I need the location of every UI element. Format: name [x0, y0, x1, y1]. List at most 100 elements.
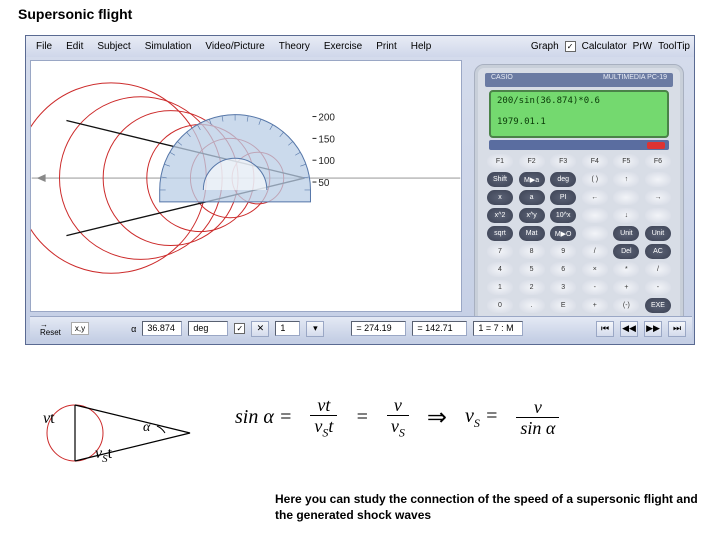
calc-key[interactable]: +: [582, 298, 608, 313]
calc-key[interactable]: 6: [550, 262, 576, 277]
calc-key[interactable]: -: [582, 280, 608, 295]
calc-key[interactable]: F2: [519, 154, 545, 169]
calc-brand: CASIO MULTIMEDIA PC-19: [485, 73, 673, 87]
calc-key[interactable]: (-): [613, 298, 639, 313]
check1[interactable]: ✓: [234, 323, 245, 334]
calc-key[interactable]: ↓: [613, 208, 639, 223]
calc-key[interactable]: ↑: [613, 172, 639, 187]
calc-key[interactable]: [645, 172, 671, 187]
calc-key[interactable]: 9: [550, 244, 576, 259]
calc-key[interactable]: [582, 208, 608, 223]
calc-key[interactable]: 1: [487, 280, 513, 295]
calc-key[interactable]: EXE: [645, 298, 671, 313]
calc-keypad: F1 F2 F3 F4 F5 F6 Shift M▶a deg ( ) ↑ xa PI ← → x^2 x^y 1…: [487, 154, 671, 313]
calc-key[interactable]: /: [582, 244, 608, 259]
calc-key[interactable]: 3: [550, 280, 576, 295]
calc-key[interactable]: ×: [582, 262, 608, 277]
calc-key[interactable]: PI: [550, 190, 576, 205]
calc-key[interactable]: sqrt: [487, 226, 513, 241]
val2-field: = 142.71: [412, 321, 467, 336]
calc-key[interactable]: →: [645, 190, 671, 205]
calc-brand-left: CASIO: [491, 74, 513, 86]
calc-key[interactable]: 2: [519, 280, 545, 295]
calc-key[interactable]: M▶O: [550, 226, 576, 241]
calc-key[interactable]: Del: [613, 244, 639, 259]
calc-key[interactable]: 4: [487, 262, 513, 277]
calc-key[interactable]: ( ): [582, 172, 608, 187]
calc-key[interactable]: F6: [645, 154, 671, 169]
media-button[interactable]: ⏮: [596, 321, 614, 337]
calc-key[interactable]: F5: [613, 154, 639, 169]
app-window: FileEditSubjectSimulationVideo/PictureTh…: [25, 35, 695, 345]
calc-key[interactable]: 7: [487, 244, 513, 259]
step-field[interactable]: 1: [275, 321, 300, 336]
calc-key[interactable]: 8: [519, 244, 545, 259]
step-down[interactable]: ▾: [306, 321, 324, 337]
simulation-canvas: 20015010050: [30, 60, 462, 312]
calc-key[interactable]: F3: [550, 154, 576, 169]
calc-off-button[interactable]: [647, 142, 665, 149]
calc-key[interactable]: E: [550, 298, 576, 313]
unit-field[interactable]: deg: [188, 321, 228, 336]
calc-key[interactable]: 5: [519, 262, 545, 277]
calc-key[interactable]: 0: [487, 298, 513, 313]
clear-btn[interactable]: ✕: [251, 321, 269, 337]
calc-key[interactable]: -: [645, 280, 671, 295]
equations-area: νt vSt α sin α = vtvSt = vvS ⇒ vS = vsin…: [25, 360, 695, 475]
calc-key[interactable]: [613, 190, 639, 205]
menu-item[interactable]: Help: [405, 39, 438, 54]
menu-item[interactable]: Edit: [60, 39, 89, 54]
calc-key[interactable]: Unit: [645, 226, 671, 241]
calc-key[interactable]: x^2: [487, 208, 513, 223]
calculator-label[interactable]: Calculator: [582, 41, 627, 52]
calc-key[interactable]: a: [519, 190, 545, 205]
calc-bluebar: [489, 140, 669, 150]
menu-item[interactable]: File: [30, 39, 58, 54]
calc-key[interactable]: ←: [582, 190, 608, 205]
svg-text:α: α: [143, 420, 151, 435]
menubar: FileEditSubjectSimulationVideo/PictureTh…: [26, 36, 694, 57]
graph-label[interactable]: Graph: [531, 41, 559, 52]
svg-text:vSt: vSt: [95, 445, 113, 463]
calc-key[interactable]: Shift: [487, 172, 513, 187]
prw-label[interactable]: PrW: [633, 41, 652, 52]
calc-key[interactable]: [582, 226, 608, 241]
calc-key[interactable]: Unit: [613, 226, 639, 241]
calc-key[interactable]: /: [645, 262, 671, 277]
calc-key[interactable]: F4: [582, 154, 608, 169]
calculator-widget: CASIO MULTIMEDIA PC-19 200/sin(36.874)*0…: [474, 64, 684, 336]
menu-item[interactable]: Simulation: [139, 39, 198, 54]
formula-sina: sin α = vtvSt = vvS ⇒ vS = vsin α: [235, 395, 559, 440]
menu-item[interactable]: Print: [370, 39, 403, 54]
reset-control[interactable]: →Reset: [36, 321, 65, 337]
calc-key[interactable]: F1: [487, 154, 513, 169]
calc-key[interactable]: x^y: [519, 208, 545, 223]
calc-key[interactable]: 10^x: [550, 208, 576, 223]
svg-text:100: 100: [318, 156, 335, 167]
calc-key[interactable]: .: [519, 298, 545, 313]
calc-key[interactable]: x: [487, 190, 513, 205]
caption-text: Here you can study the connection of the…: [275, 492, 705, 523]
calc-key[interactable]: +: [613, 280, 639, 295]
menu-item[interactable]: Subject: [91, 39, 136, 54]
menu-item[interactable]: Video/Picture: [199, 39, 270, 54]
calc-key[interactable]: deg: [550, 172, 576, 187]
media-button[interactable]: ▶▶: [644, 321, 662, 337]
menu-item[interactable]: Exercise: [318, 39, 368, 54]
svg-text:νt: νt: [43, 410, 55, 427]
calc-brand-right: MULTIMEDIA PC-19: [603, 74, 667, 86]
calc-key[interactable]: Mat: [519, 226, 545, 241]
calc-key[interactable]: *: [613, 262, 639, 277]
calc-key[interactable]: AC: [645, 244, 671, 259]
angle-label: α: [131, 324, 136, 334]
media-button[interactable]: ◀◀: [620, 321, 638, 337]
calculator-checkbox[interactable]: ✓: [565, 41, 576, 52]
triangle-diagram: νt vSt α: [25, 373, 205, 463]
calc-key[interactable]: M▶a: [519, 172, 545, 187]
tooltip-label[interactable]: ToolTip: [658, 41, 690, 52]
calc-screen: 200/sin(36.874)*0.6 1979.01.1: [489, 90, 669, 138]
menu-item[interactable]: Theory: [273, 39, 316, 54]
angle-field[interactable]: 36.874: [142, 321, 182, 336]
media-button[interactable]: ⏭: [668, 321, 686, 337]
calc-key[interactable]: [645, 208, 671, 223]
